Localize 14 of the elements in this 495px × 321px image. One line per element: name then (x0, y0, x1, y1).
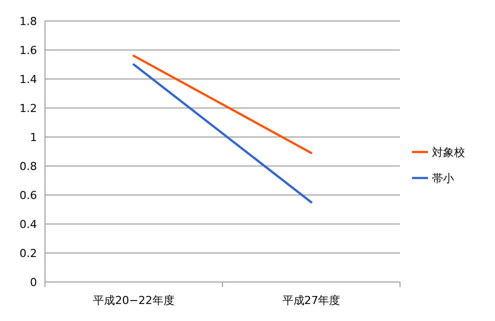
y-tick-label: 1.8 (20, 15, 37, 28)
y-tick-label: 1 (30, 131, 37, 144)
y-tick-label: 0.6 (20, 189, 37, 202)
legend-label: 対象校 (432, 146, 465, 159)
y-tick-label: 0.8 (20, 160, 37, 173)
y-tick-label: 1.2 (20, 102, 37, 115)
y-tick-label: 0.2 (20, 247, 37, 260)
y-tick-label: 0 (30, 276, 37, 289)
legend-label: 帯小 (432, 172, 454, 185)
y-tick-label: 1.6 (20, 44, 37, 57)
x-tick-label: 平成20−22年度 (93, 294, 174, 307)
x-tick-label: 平成27年度 (282, 294, 340, 307)
y-tick-label: 0.4 (20, 218, 37, 231)
y-tick-label: 1.4 (20, 73, 37, 86)
